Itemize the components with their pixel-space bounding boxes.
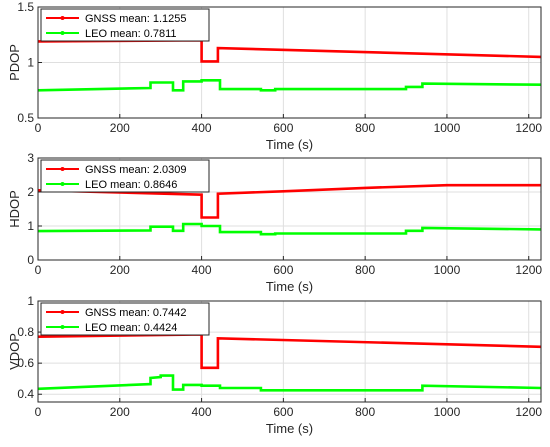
series-line-leo <box>38 79 541 92</box>
x-tick-label: 1000 <box>434 263 461 277</box>
y-tick-label: 1 <box>27 219 34 233</box>
x-tick-label: 200 <box>110 263 130 277</box>
legend-label: GNSS mean: 1.1255 <box>85 13 187 25</box>
x-tick-label: 1200 <box>515 263 542 277</box>
y-axis-label: PDOP <box>7 44 22 81</box>
axes-box <box>37 157 542 261</box>
legend-marker <box>60 31 65 35</box>
x-axis-label: Time (s) <box>266 421 313 436</box>
legend-box <box>40 302 210 336</box>
y-tick-label: 1 <box>27 294 34 308</box>
legend-label: LEO mean: 0.4424 <box>85 322 177 334</box>
chart-panel-pdop: 0 200 400 600 800 1000 1200 0.5 1 1.5 Time (s) PDOP… <box>7 0 542 152</box>
x-tick-label: 1000 <box>434 405 461 419</box>
legend: GNSS mean: 0.7442 LEO mean: 0.4424 <box>40 302 210 336</box>
chart-panel-vdop: 0 200 400 600 800 1000 1200 0.4 0.6 0.8 1 Time (s) V… <box>7 294 542 436</box>
x-tick-label: 200 <box>110 405 130 419</box>
legend-box <box>40 8 210 42</box>
legend-label: LEO mean: 0.8646 <box>85 179 177 191</box>
legend-box <box>40 159 210 193</box>
y-tick-label: 2 <box>27 185 34 199</box>
legend-marker <box>60 167 65 171</box>
x-tick-label: 0 <box>35 263 42 277</box>
legend-label: GNSS mean: 0.7442 <box>85 307 187 319</box>
legend-marker <box>60 182 65 186</box>
legend-label: LEO mean: 0.7811 <box>85 28 177 40</box>
x-tick-label: 800 <box>355 263 375 277</box>
y-axis-label: HDOP <box>7 190 22 228</box>
x-tick-label: 1000 <box>434 121 461 135</box>
series-line-leo <box>38 374 541 392</box>
legend: GNSS mean: 1.1255 LEO mean: 0.7811 <box>40 8 210 42</box>
x-tick-label: 400 <box>192 121 212 135</box>
series-line-gnss <box>38 183 541 219</box>
x-axis-label: Time (s) <box>266 137 313 152</box>
x-tick-label: 400 <box>192 263 212 277</box>
legend-marker <box>60 325 65 329</box>
y-tick-label: 0.5 <box>17 111 34 125</box>
y-axis-label: VDOP <box>7 333 22 370</box>
y-tick-label: 1 <box>27 56 34 70</box>
x-tick-label: 600 <box>273 121 293 135</box>
y-tick-label: 0.6 <box>17 356 34 370</box>
legend-marker <box>60 16 65 20</box>
axes-box <box>37 300 542 403</box>
x-axis-label: Time (s) <box>266 279 313 294</box>
x-tick-label: 200 <box>110 121 130 135</box>
legend-marker <box>60 310 65 314</box>
y-tick-label: 3 <box>27 151 34 165</box>
x-tick-label: 1200 <box>515 405 542 419</box>
series-line-leo <box>38 222 541 236</box>
y-tick-label: 0 <box>27 253 34 267</box>
y-tick-label: 0.8 <box>17 325 34 339</box>
x-tick-label: 1200 <box>515 121 542 135</box>
x-tick-label: 600 <box>273 405 293 419</box>
y-tick-label: 0.4 <box>17 387 34 401</box>
legend-label: GNSS mean: 2.0309 <box>85 164 187 176</box>
x-tick-label: 600 <box>273 263 293 277</box>
x-tick-label: 800 <box>355 405 375 419</box>
legend: GNSS mean: 2.0309 LEO mean: 0.8646 <box>40 159 210 193</box>
chart-panel-hdop: 0 200 400 600 800 1000 1200 0 1 2 3 Time (s) HDOP GNS… <box>7 151 542 294</box>
x-tick-label: 800 <box>355 121 375 135</box>
x-tick-label: 0 <box>35 121 42 135</box>
x-tick-label: 0 <box>35 405 42 419</box>
y-tick-label: 1.5 <box>17 0 34 14</box>
x-tick-label: 400 <box>192 405 212 419</box>
